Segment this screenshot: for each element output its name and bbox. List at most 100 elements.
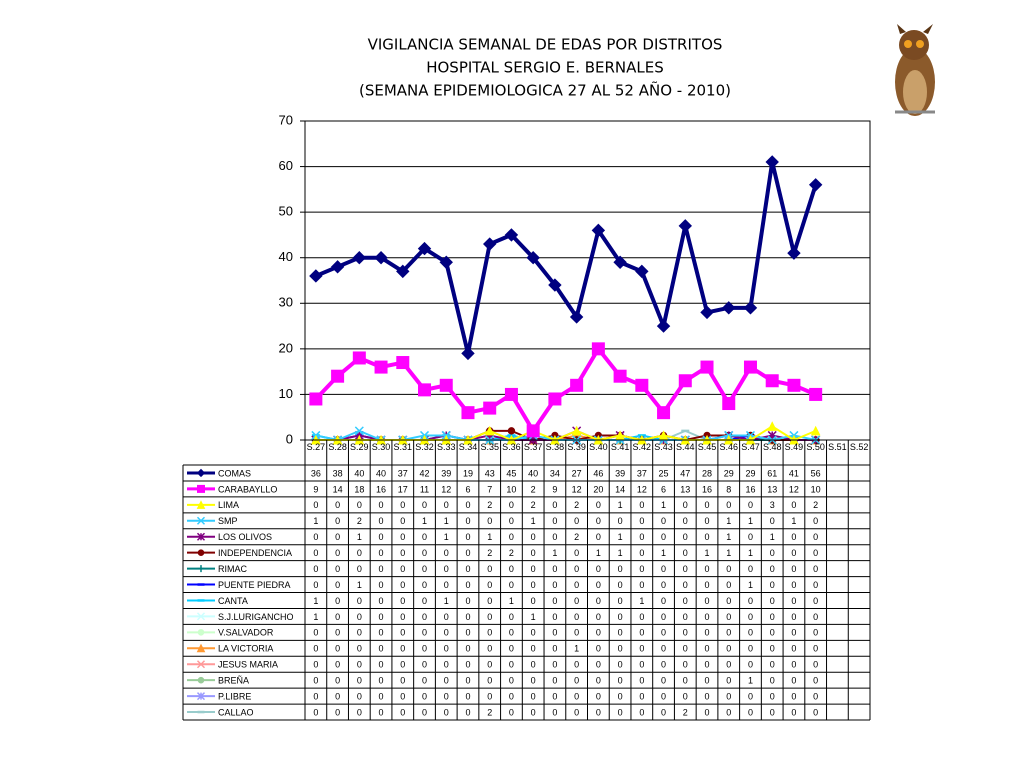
table-value: 0 (313, 500, 318, 510)
table-value: 43 (485, 468, 495, 478)
table-value: 0 (531, 660, 536, 670)
table-value: 0 (422, 612, 427, 622)
table-value: 0 (618, 660, 623, 670)
table-value: 19 (463, 468, 473, 478)
table-value: 0 (596, 612, 601, 622)
table-value: 0 (770, 660, 775, 670)
marker (507, 427, 516, 435)
marker (196, 612, 206, 621)
table-value: 0 (705, 516, 710, 526)
table-value: 0 (683, 580, 688, 590)
table-value: 0 (596, 516, 601, 526)
table-value: 0 (661, 596, 666, 606)
marker-shape (743, 360, 757, 374)
legend-label: CALLAO (218, 707, 254, 717)
table-value: 0 (487, 516, 492, 526)
table-value: 1 (639, 596, 644, 606)
marker-shape (765, 374, 779, 388)
table-value: 0 (705, 532, 710, 542)
marker (483, 401, 497, 415)
marker-shape (396, 356, 410, 370)
table-value: 0 (379, 596, 384, 606)
table-value: 0 (465, 628, 470, 638)
marker (787, 246, 801, 260)
table-value: 0 (444, 707, 449, 717)
table-value: 0 (400, 500, 405, 510)
table-value: 0 (379, 676, 384, 686)
table-value: 0 (444, 676, 449, 686)
table-value: 0 (552, 580, 557, 590)
table-value: 0 (596, 691, 601, 701)
table-value: 0 (313, 532, 318, 542)
table-value: 0 (509, 644, 514, 654)
table-value: 0 (770, 644, 775, 654)
marker (700, 305, 714, 320)
table-value: 0 (791, 676, 796, 686)
table-value: 0 (335, 596, 340, 606)
table-value: 0 (748, 564, 753, 574)
table-value: 1 (770, 532, 775, 542)
marker (569, 310, 584, 324)
table-value: 0 (705, 644, 710, 654)
table-value: 0 (618, 564, 623, 574)
y-tick-label: 30 (279, 295, 293, 310)
table-value: 0 (357, 707, 362, 717)
table-value: 0 (661, 564, 666, 574)
marker (722, 397, 736, 411)
table-value: 0 (487, 612, 492, 622)
marker (526, 251, 540, 265)
legend-label: LIMA (218, 500, 239, 510)
x-tick-label: S.43 (654, 442, 673, 452)
table-value: 20 (593, 484, 603, 494)
table-value: 1 (726, 532, 731, 542)
table-value: 1 (618, 532, 623, 542)
table-value: 0 (770, 564, 775, 574)
table-value: 0 (335, 676, 340, 686)
marker-shape (197, 484, 205, 493)
table-value: 9 (313, 484, 318, 494)
table-value: 0 (574, 516, 579, 526)
marker-shape (197, 549, 205, 556)
table-value: 0 (357, 676, 362, 686)
legend-label: CARABAYLLO (218, 484, 277, 494)
table-value: 0 (531, 644, 536, 654)
table-value: 0 (770, 628, 775, 638)
legend-label: SMP (218, 516, 238, 526)
marker-shape (504, 228, 519, 242)
table-value: 0 (748, 532, 753, 542)
table-value: 38 (333, 468, 343, 478)
table-value: 0 (618, 676, 623, 686)
marker (309, 269, 323, 283)
table-value: 0 (639, 628, 644, 638)
marker-shape (196, 500, 206, 509)
marker (196, 660, 206, 669)
table-value: 0 (618, 580, 623, 590)
table-value: 13 (680, 484, 690, 494)
table-value: 0 (335, 564, 340, 574)
marker-shape (700, 360, 714, 374)
x-tick-label: S.32 (415, 442, 434, 452)
table-value: 40 (354, 468, 364, 478)
x-tick-label: S.30 (371, 442, 391, 452)
x-tick-label: S.31 (393, 442, 413, 452)
table-value: 0 (574, 580, 579, 590)
table-value: 0 (552, 612, 557, 622)
legend-label: LA VICTORIA (218, 644, 273, 654)
table-value: 0 (487, 691, 492, 701)
table-value: 56 (811, 468, 821, 478)
table-value: 13 (767, 484, 777, 494)
marker (635, 264, 649, 279)
table-value: 0 (400, 596, 405, 606)
table-value: 2 (487, 548, 492, 558)
table-value: 0 (552, 707, 557, 717)
marker (743, 301, 758, 315)
marker-shape (526, 424, 540, 438)
table-value: 39 (615, 468, 625, 478)
table-value: 0 (531, 548, 536, 558)
x-tick-label-box: S.29 (350, 442, 369, 452)
table-value: 0 (313, 628, 318, 638)
marker-shape (810, 425, 821, 436)
table-value: 0 (531, 691, 536, 701)
x-tick-label: S.42 (632, 442, 652, 452)
